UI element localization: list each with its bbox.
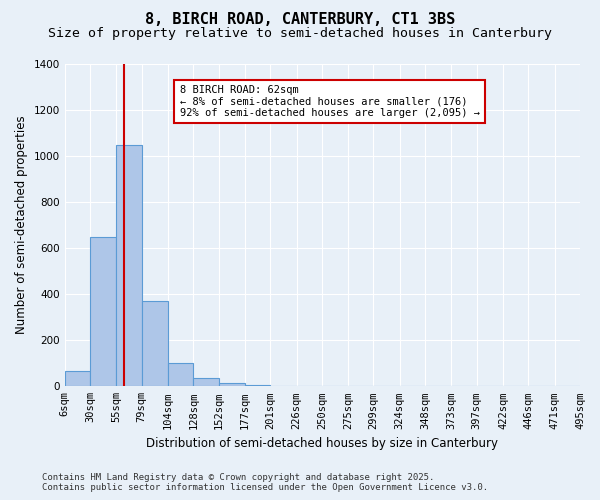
Text: 8 BIRCH ROAD: 62sqm
← 8% of semi-detached houses are smaller (176)
92% of semi-d: 8 BIRCH ROAD: 62sqm ← 8% of semi-detache…	[179, 84, 479, 118]
Bar	[65, 372, 90, 386]
Bar	[90, 236, 116, 386]
X-axis label: Distribution of semi-detached houses by size in Canterbury: Distribution of semi-detached houses by …	[146, 437, 499, 450]
Text: 8, BIRCH ROAD, CANTERBURY, CT1 3BS: 8, BIRCH ROAD, CANTERBURY, CT1 3BS	[145, 12, 455, 28]
Bar	[168, 364, 193, 386]
Bar	[142, 301, 168, 386]
Bar	[218, 383, 245, 386]
Bar	[245, 385, 270, 386]
Text: Size of property relative to semi-detached houses in Canterbury: Size of property relative to semi-detach…	[48, 28, 552, 40]
Text: Contains HM Land Registry data © Crown copyright and database right 2025.
Contai: Contains HM Land Registry data © Crown c…	[42, 473, 488, 492]
Bar	[116, 144, 142, 386]
Bar	[193, 378, 218, 386]
Y-axis label: Number of semi-detached properties: Number of semi-detached properties	[15, 116, 28, 334]
